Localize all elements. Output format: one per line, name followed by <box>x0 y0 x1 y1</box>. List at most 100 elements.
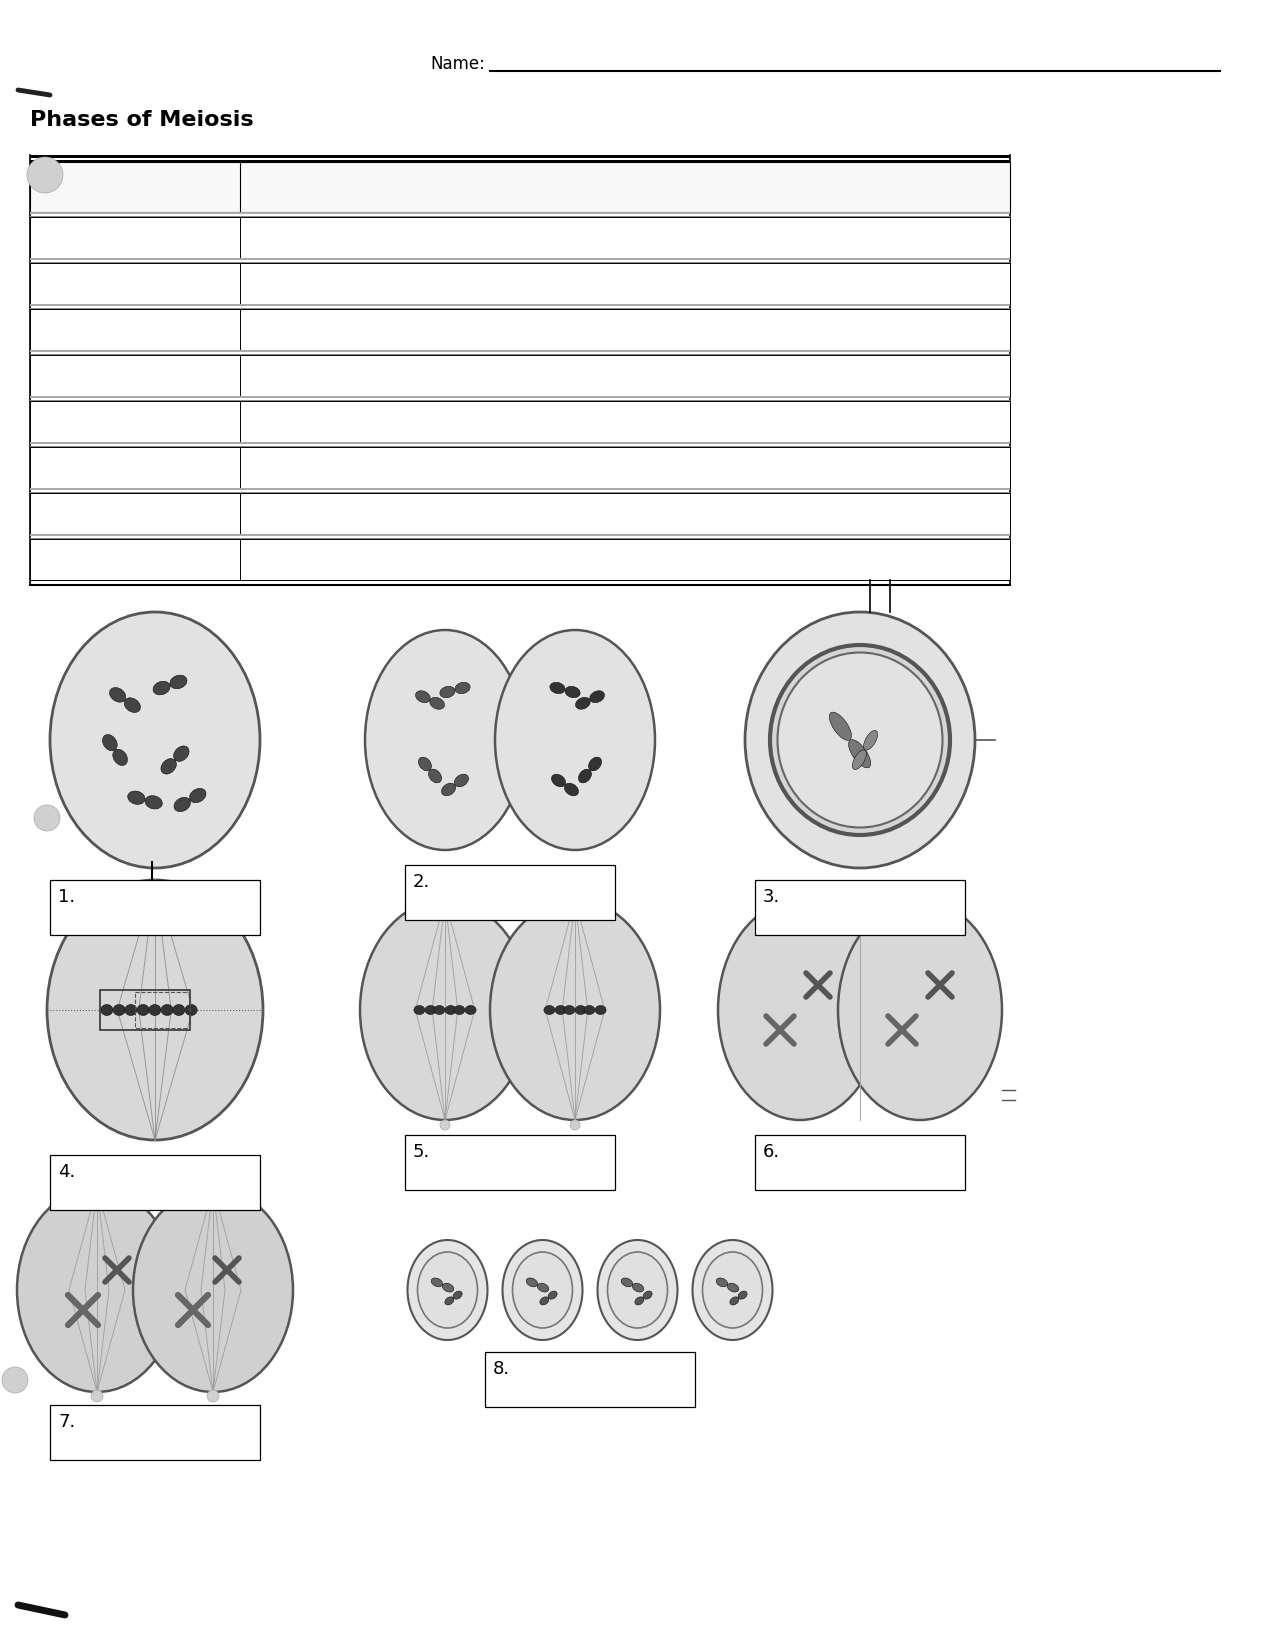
Circle shape <box>190 1309 195 1312</box>
Bar <box>404 1136 615 1190</box>
Ellipse shape <box>441 783 455 795</box>
Ellipse shape <box>607 1253 667 1328</box>
Bar <box>30 309 1011 351</box>
Ellipse shape <box>576 698 590 709</box>
Ellipse shape <box>564 1006 574 1014</box>
Circle shape <box>571 1119 579 1131</box>
Ellipse shape <box>864 731 877 751</box>
Bar <box>30 258 1011 260</box>
Ellipse shape <box>161 759 176 774</box>
Ellipse shape <box>716 1277 728 1287</box>
Ellipse shape <box>109 688 126 703</box>
Circle shape <box>817 983 820 988</box>
Ellipse shape <box>597 1239 677 1340</box>
Circle shape <box>224 1267 230 1272</box>
Bar <box>30 487 1011 491</box>
Ellipse shape <box>465 1006 476 1014</box>
Ellipse shape <box>552 774 566 787</box>
Bar <box>30 212 1011 214</box>
Ellipse shape <box>174 797 190 811</box>
Text: 7.: 7. <box>38 507 52 522</box>
Bar <box>30 356 1011 397</box>
Ellipse shape <box>544 1006 555 1014</box>
Text: 3.: 3. <box>38 323 53 337</box>
Ellipse shape <box>550 683 566 693</box>
Bar <box>100 989 190 1030</box>
Ellipse shape <box>113 749 128 765</box>
Text: Description: Description <box>250 178 358 196</box>
Bar <box>30 155 1011 158</box>
Ellipse shape <box>434 1006 445 1014</box>
Ellipse shape <box>852 751 866 770</box>
Ellipse shape <box>416 691 430 703</box>
Circle shape <box>779 1029 782 1032</box>
Text: ne of Phase: ne of Phase <box>38 178 147 196</box>
Ellipse shape <box>145 795 162 808</box>
Ellipse shape <box>454 1006 465 1014</box>
Bar <box>49 1155 260 1210</box>
Ellipse shape <box>595 1006 606 1014</box>
Ellipse shape <box>133 1188 293 1393</box>
Ellipse shape <box>360 900 530 1119</box>
Ellipse shape <box>555 1006 566 1014</box>
Circle shape <box>900 1029 904 1032</box>
Ellipse shape <box>445 1297 454 1305</box>
Ellipse shape <box>170 675 186 688</box>
Ellipse shape <box>189 788 205 803</box>
Ellipse shape <box>425 1006 436 1014</box>
Ellipse shape <box>100 1004 113 1016</box>
Ellipse shape <box>148 1004 161 1016</box>
Text: 4.: 4. <box>58 1164 75 1180</box>
Bar <box>30 533 1011 537</box>
Ellipse shape <box>113 1004 126 1016</box>
Ellipse shape <box>590 691 605 703</box>
Text: 4.: 4. <box>38 369 52 384</box>
Bar <box>754 881 965 935</box>
Bar <box>30 443 1011 444</box>
Circle shape <box>3 1366 28 1393</box>
Text: Phases of Meiosis: Phases of Meiosis <box>30 110 254 130</box>
Ellipse shape <box>16 1188 178 1393</box>
Ellipse shape <box>431 1277 443 1287</box>
Ellipse shape <box>103 734 117 751</box>
Ellipse shape <box>548 1290 557 1299</box>
Text: Spindle fibers move homologous chromosomes to opposite sides: Spindle fibers move homologous chromosom… <box>250 277 749 291</box>
Ellipse shape <box>578 769 591 783</box>
Ellipse shape <box>453 1290 462 1299</box>
Bar <box>49 881 260 935</box>
Bar <box>30 217 1011 258</box>
Bar <box>30 161 1011 212</box>
Ellipse shape <box>417 1253 478 1328</box>
Circle shape <box>938 983 942 988</box>
Text: 6.: 6. <box>38 461 53 476</box>
Ellipse shape <box>770 645 950 835</box>
Text: Name:: Name: <box>430 54 484 72</box>
Bar <box>754 1136 965 1190</box>
Circle shape <box>440 1119 450 1131</box>
Ellipse shape <box>440 686 455 698</box>
Text: Chromosomes line up along equator, not in homologous pairs: Chromosomes line up along equator, not i… <box>250 369 723 384</box>
Text: 8.: 8. <box>493 1360 510 1378</box>
Bar <box>404 866 615 920</box>
Ellipse shape <box>540 1297 549 1305</box>
Bar <box>30 448 1011 487</box>
Ellipse shape <box>185 1004 198 1016</box>
Text: 3.: 3. <box>763 887 780 905</box>
Ellipse shape <box>738 1290 747 1299</box>
Ellipse shape <box>47 881 262 1141</box>
Ellipse shape <box>566 686 581 698</box>
Text: 1.: 1. <box>58 887 75 905</box>
Ellipse shape <box>407 1239 487 1340</box>
Text: 5.: 5. <box>413 1142 430 1160</box>
Ellipse shape <box>526 1277 538 1287</box>
Ellipse shape <box>633 1284 644 1292</box>
Ellipse shape <box>643 1290 652 1299</box>
Text: 7.: 7. <box>58 1412 75 1430</box>
Ellipse shape <box>489 900 661 1119</box>
Ellipse shape <box>124 1004 137 1016</box>
Ellipse shape <box>172 1004 185 1016</box>
Ellipse shape <box>692 1239 772 1340</box>
Ellipse shape <box>430 698 445 709</box>
Text: 6.: 6. <box>763 1142 780 1160</box>
Text: Cytoplasm divides, 2 daughter cells are formed: Cytoplasm divides, 2 daughter cells are … <box>250 553 614 568</box>
